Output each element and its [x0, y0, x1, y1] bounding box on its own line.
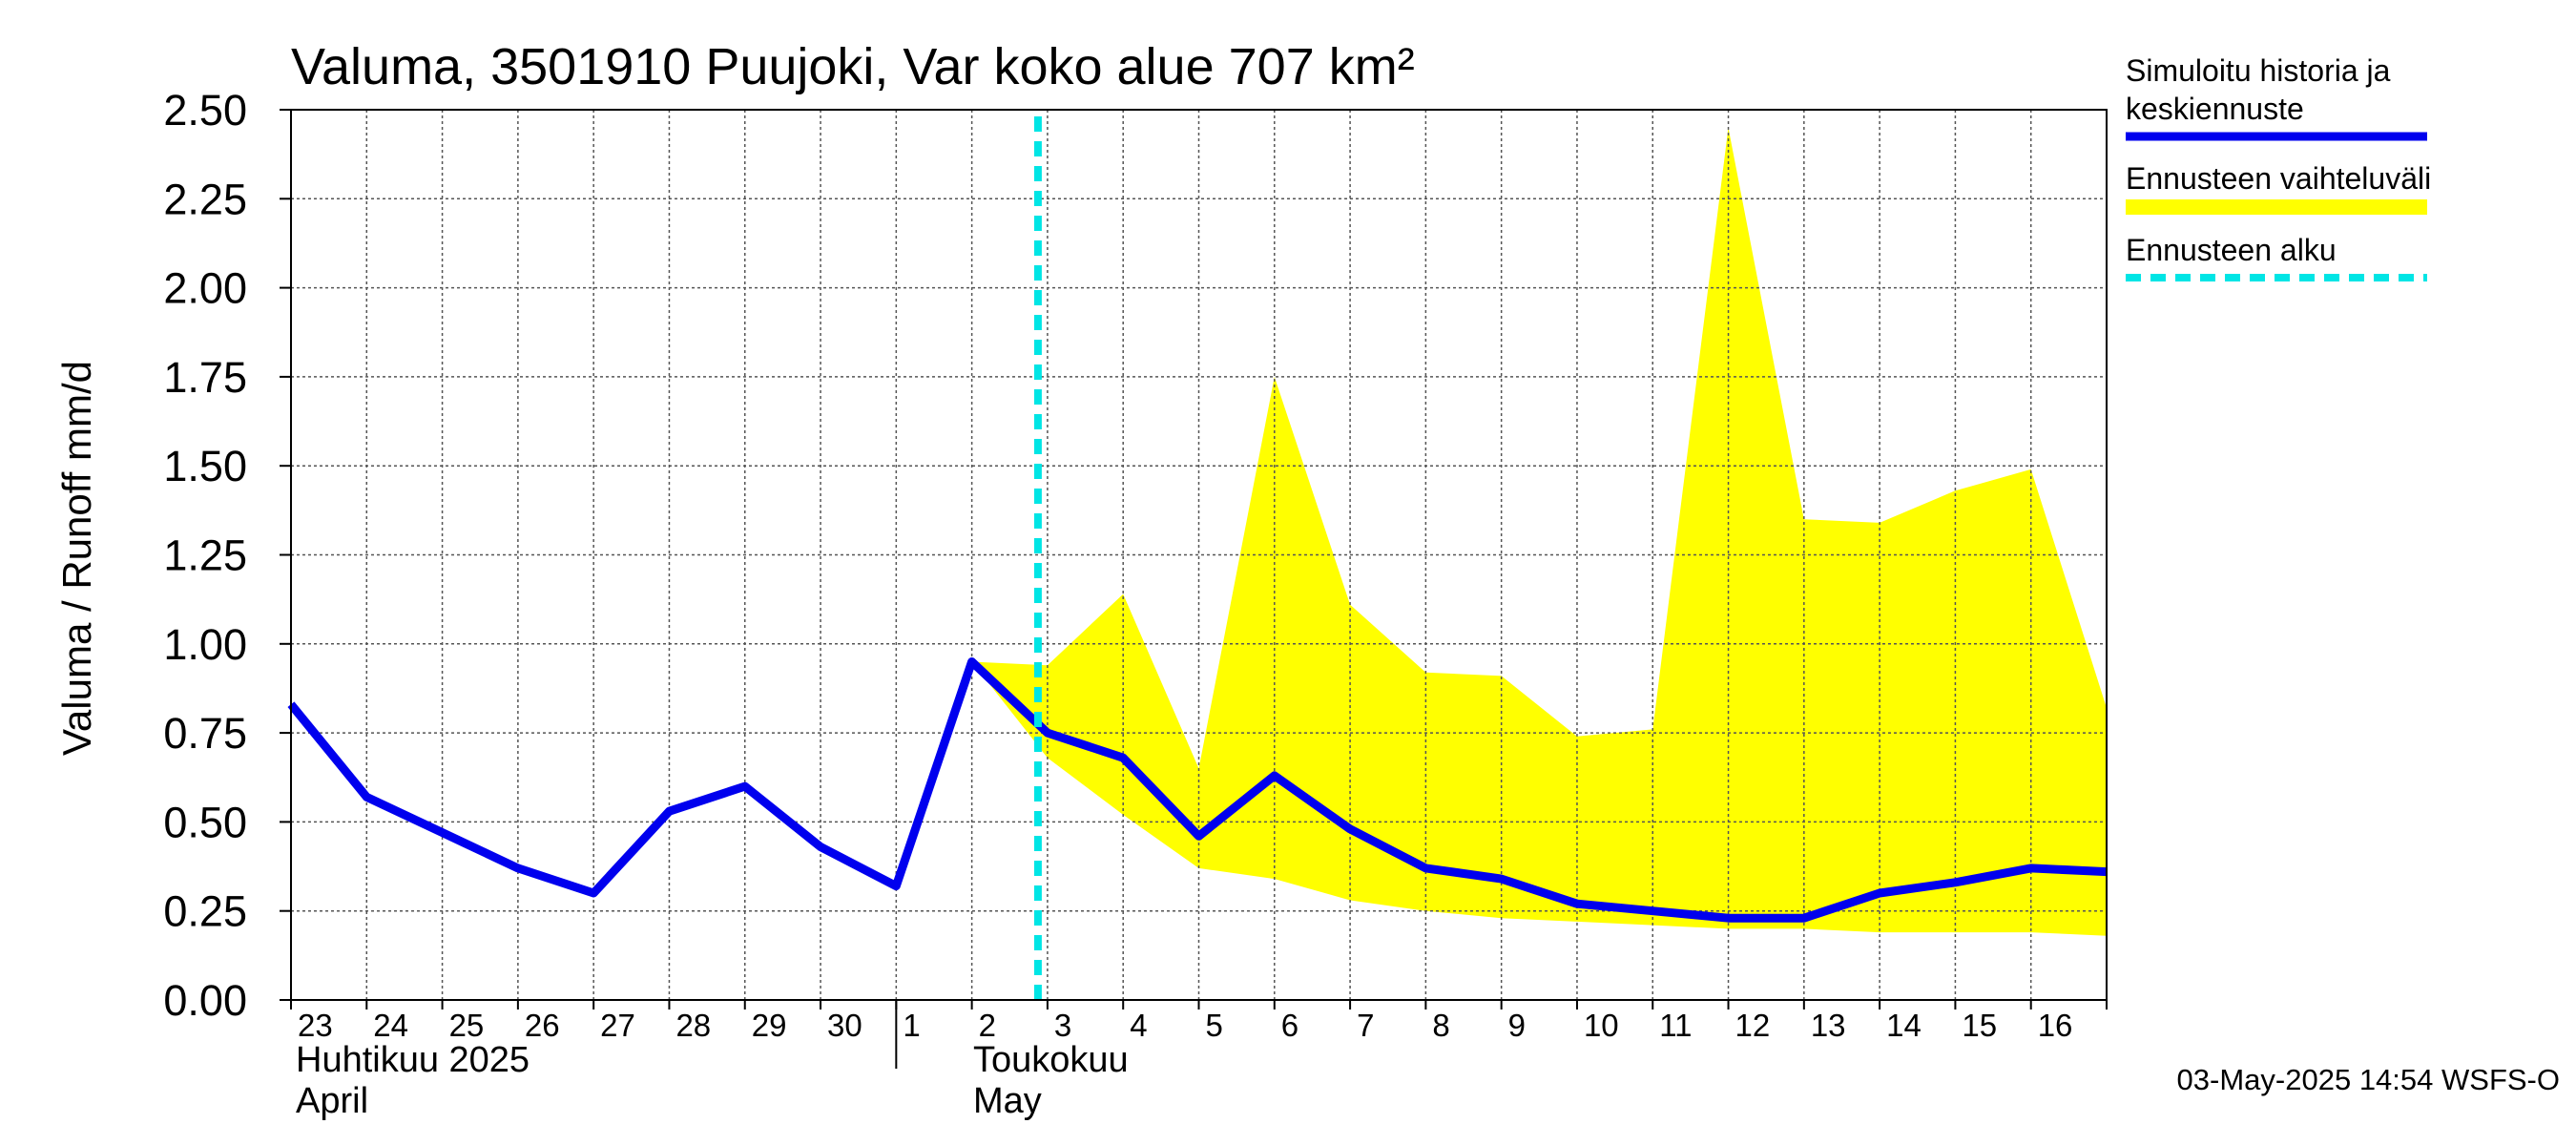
x-tick-label: 15 — [1962, 1008, 1997, 1043]
x-tick-label: 7 — [1357, 1008, 1374, 1043]
y-tick-label: 1.00 — [163, 620, 247, 669]
x-tick-label: 5 — [1206, 1008, 1223, 1043]
x-tick-label: 26 — [525, 1008, 560, 1043]
x-tick-labels: 23 24 25 26 27 28 29 30 1 2 3 4 5 6 7 8 9 10 11 12 13 14 15 16 — [298, 1008, 2072, 1043]
series-line-layer — [287, 657, 2108, 923]
month-label-en-april: April — [296, 1081, 368, 1121]
x-tick-label: 6 — [1281, 1008, 1298, 1043]
simulated-runoff-line — [287, 657, 2108, 923]
grid-layer — [291, 110, 2107, 1000]
y-tick-label: 0.50 — [163, 798, 247, 846]
x-tick-label: 14 — [1886, 1008, 1922, 1043]
y-tick-label: 0.25 — [163, 887, 247, 936]
legend-label-simulated-1: Simuloitu historia ja — [2126, 53, 2391, 88]
x-tick-label: 1 — [903, 1008, 920, 1043]
month-label-en-may: May — [973, 1081, 1042, 1121]
y-tick-label: 2.25 — [163, 175, 247, 223]
x-tick-label: 3 — [1054, 1008, 1071, 1043]
y-tick-label: 2.00 — [163, 264, 247, 313]
legend-label-range: Ennusteen vaihteluväli — [2126, 161, 2431, 196]
y-tick-label: 1.25 — [163, 531, 247, 580]
month-label-fi-may: Toukokuu — [973, 1040, 1129, 1080]
legend-label-forecast-start: Ennusteen alku — [2126, 233, 2337, 267]
month-labels: Huhtikuu 2025 April Toukokuu May — [296, 1040, 1129, 1121]
chart-title: Valuma, 3501910 Puujoki, Var koko alue 7… — [291, 38, 1415, 95]
y-tick-label: 1.50 — [163, 442, 247, 490]
x-tick-label: 23 — [298, 1008, 333, 1043]
x-tick-label: 24 — [373, 1008, 408, 1043]
legend: Simuloitu historia ja keskiennuste Ennus… — [2126, 53, 2431, 281]
x-tick-label: 2 — [979, 1008, 996, 1043]
forecast-range-band — [971, 127, 2107, 936]
y-tick-label: 0.75 — [163, 709, 247, 758]
x-tick-label: 16 — [2038, 1008, 2073, 1043]
x-tick-label: 27 — [600, 1008, 635, 1043]
y-tick-labels: 0.00 0.25 0.50 0.75 1.00 1.25 1.50 1.75 2.00 2.25… — [163, 86, 247, 1025]
x-tick-label: 10 — [1584, 1008, 1619, 1043]
month-label-fi-april: Huhtikuu 2025 — [296, 1040, 530, 1080]
x-tick-label: 9 — [1508, 1008, 1526, 1043]
plot-frame-layer — [280, 109, 2108, 1069]
x-tick-label: 25 — [449, 1008, 485, 1043]
x-tick-label: 11 — [1659, 1008, 1692, 1043]
forecast-range-band-layer — [971, 127, 2107, 936]
legend-label-simulated-2: keskiennuste — [2126, 92, 2304, 126]
x-tick-label: 4 — [1130, 1008, 1147, 1043]
x-tick-label: 30 — [827, 1008, 862, 1043]
y-tick-label: 1.75 — [163, 353, 247, 402]
y-tick-label: 0.00 — [163, 976, 247, 1025]
x-tick-label: 8 — [1432, 1008, 1449, 1043]
y-tick-label: 2.50 — [163, 86, 247, 135]
timestamp-footer: 03-May-2025 14:54 WSFS-O — [2177, 1063, 2560, 1096]
x-tick-label: 28 — [675, 1008, 711, 1043]
x-tick-label: 12 — [1735, 1008, 1771, 1043]
x-tick-label: 29 — [752, 1008, 787, 1043]
y-axis-label: Valuma / Runoff mm/d — [54, 361, 99, 756]
x-tick-label: 13 — [1811, 1008, 1846, 1043]
